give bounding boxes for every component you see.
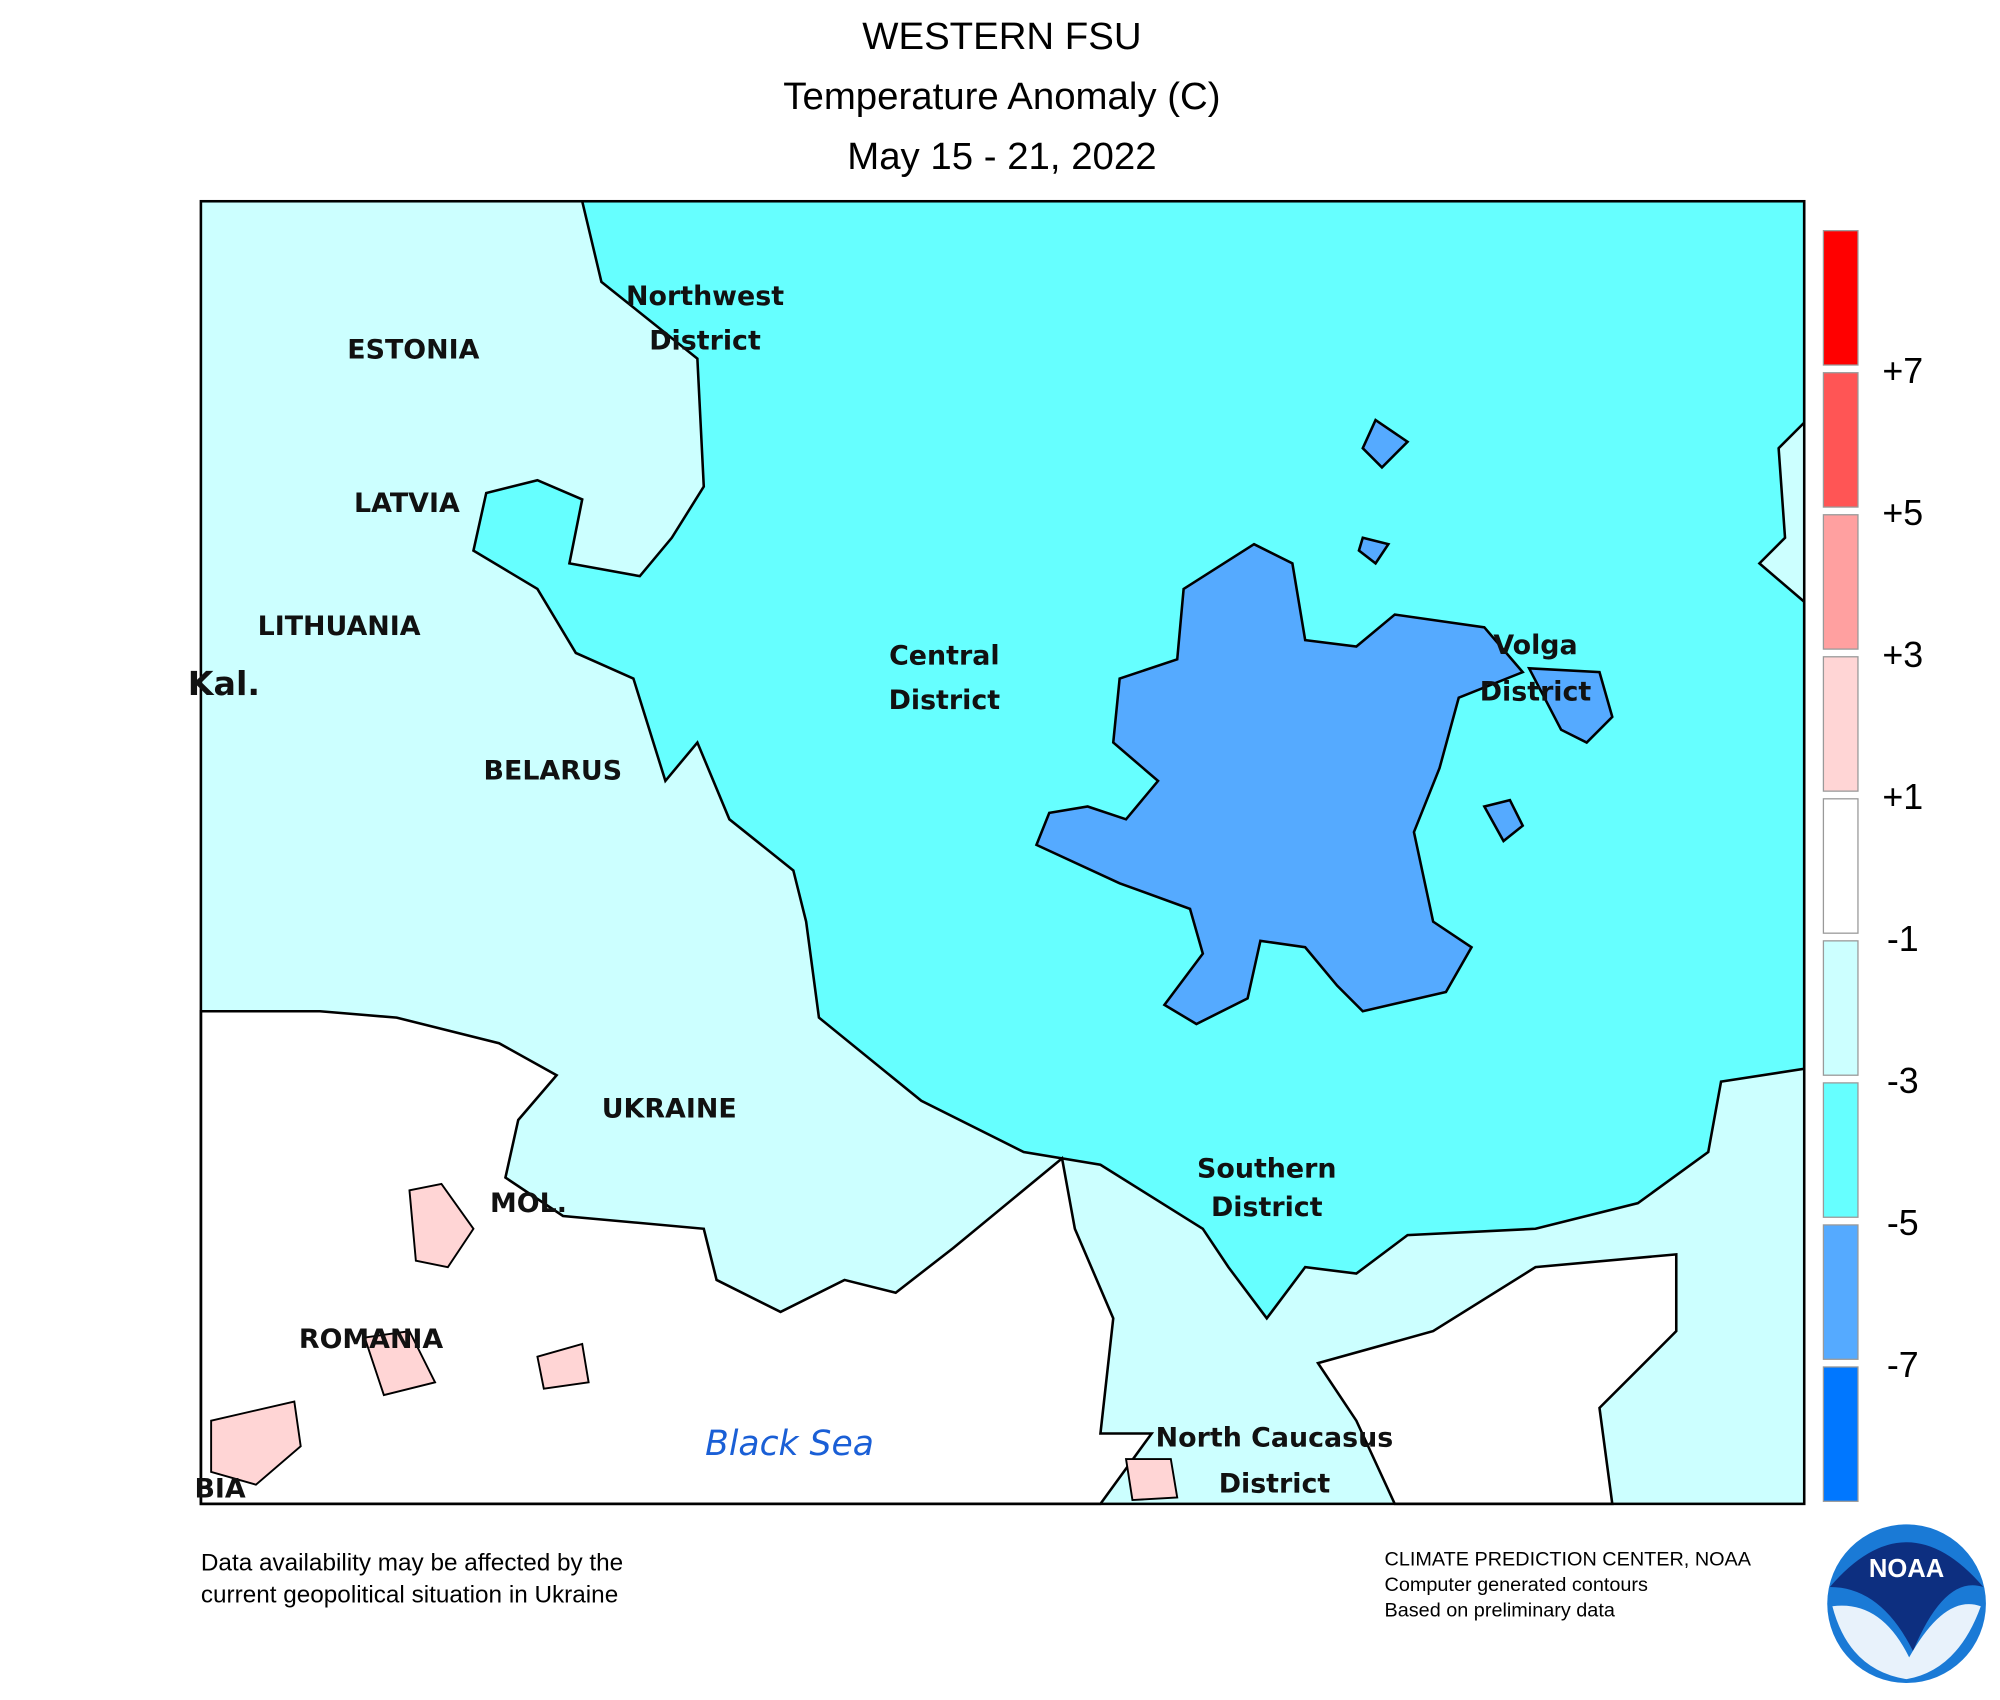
legend-swatch — [1822, 1224, 1859, 1360]
anomaly-region — [1357, 418, 1614, 843]
legend-swatch — [1822, 940, 1859, 1076]
region-label: Southern — [1197, 1154, 1336, 1185]
anomaly-region — [1315, 1252, 1678, 1506]
subtitle: Temperature Anomaly (C) — [783, 75, 1220, 118]
legend-swatch — [1822, 514, 1859, 650]
anomaly-region — [199, 1009, 1155, 1506]
legend-label: -1 — [1887, 919, 1919, 959]
region-label: ROMANIA — [299, 1324, 444, 1355]
legend: +7 +5 +3 +1 -1 -3 -5 -7 — [1822, 230, 1923, 1502]
legend-swatch — [1822, 798, 1859, 934]
region-label: BELARUS — [484, 756, 623, 787]
anomaly-region — [1034, 542, 1525, 1026]
region-label: BIA — [194, 1473, 245, 1504]
legend-label: +7 — [1882, 351, 1923, 391]
region-label: UKRAINE — [602, 1093, 737, 1124]
map-frame — [199, 199, 1806, 1506]
legend-label: -5 — [1887, 1203, 1919, 1243]
legend-swatch — [1822, 1082, 1859, 1218]
credit: Computer generated contours — [1385, 1574, 1649, 1596]
region-label: MOL. — [490, 1188, 567, 1219]
region-label: LATVIA — [354, 488, 460, 519]
region-label: District — [649, 326, 761, 357]
legend-label: +1 — [1882, 777, 1923, 817]
legend-label: +5 — [1882, 493, 1923, 533]
legend-label: -3 — [1887, 1061, 1919, 1101]
region-label: North Caucasus — [1156, 1422, 1394, 1453]
region-label: District — [1211, 1192, 1323, 1223]
region-label: Northwest — [626, 281, 784, 312]
legend-label: -7 — [1887, 1345, 1919, 1385]
region-label: District — [1480, 676, 1592, 707]
footer-note: current geopolitical situation in Ukrain… — [201, 1581, 618, 1608]
region-label: District — [1219, 1468, 1331, 1499]
noaa-logo: NOAA — [1827, 1524, 1986, 1684]
logo-shape — [1832, 1604, 1981, 1680]
region-label: Kal. — [188, 664, 260, 703]
legend-swatch — [1822, 230, 1859, 366]
map — [199, 199, 1806, 1506]
region-label: Central — [889, 640, 999, 671]
legend-swatch — [1822, 372, 1859, 508]
sea-label: Black Sea — [705, 1424, 874, 1464]
legend-swatch — [1822, 656, 1859, 792]
footer-note: Data availability may be affected by the — [201, 1549, 623, 1576]
logo-shape — [1829, 1542, 1984, 1652]
region-label: District — [889, 685, 1001, 716]
credit: Based on preliminary data — [1385, 1599, 1616, 1621]
region-label: Volga — [1493, 630, 1577, 661]
region-label: LITHUANIA — [258, 611, 421, 642]
title: WESTERN FSU — [862, 15, 1141, 58]
anomaly-region — [210, 1182, 1179, 1502]
date-range: May 15 - 21, 2022 — [847, 135, 1156, 178]
region-labels: ESTONIA LATVIA LITHUANIA Kal. BELARUS UK… — [188, 281, 1592, 1505]
logo-text: NOAA — [1869, 1555, 1944, 1583]
credit: CLIMATE PREDICTION CENTER, NOAA — [1385, 1548, 1752, 1570]
legend-label: +3 — [1882, 635, 1923, 675]
legend-swatch — [1822, 1366, 1859, 1502]
region-label: ESTONIA — [347, 335, 479, 366]
